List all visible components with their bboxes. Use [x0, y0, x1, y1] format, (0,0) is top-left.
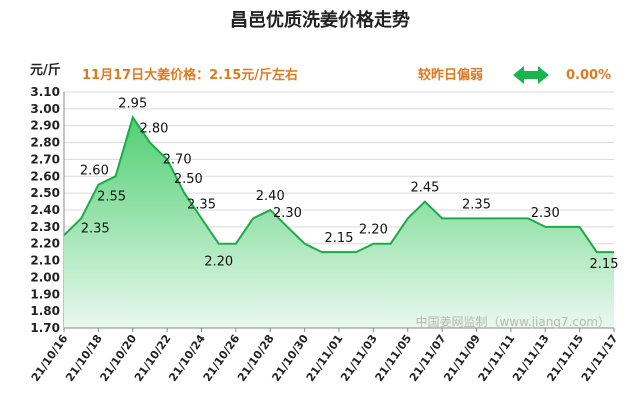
x-tick-labels: 21/10/1621/10/1821/10/2021/10/2221/10/24…	[29, 328, 620, 384]
data-label: 2.30	[273, 206, 302, 221]
y-tick-label: 1.70	[30, 321, 60, 335]
compare-label: 较昨日偏弱	[418, 67, 483, 83]
y-tick-labels: 1.70 1.80 1.90 2.00 2.10 2.20 2.30 2.40 2.50 2.60…	[30, 85, 60, 335]
data-label: 2.20	[204, 255, 233, 270]
price-line	[63, 114, 614, 254]
data-label: 2.35	[81, 221, 110, 236]
data-label: 2.70	[163, 152, 192, 167]
data-label: 2.80	[139, 122, 168, 137]
watermark: 中国姜网监制（www.jiang7.com）	[416, 314, 610, 329]
data-label: 2.20	[359, 223, 388, 238]
chart-title: 昌邑优质洗姜价格走势	[230, 9, 410, 31]
data-label: 2.45	[410, 181, 439, 196]
data-label: 2.30	[531, 206, 560, 221]
data-label: 2.15	[590, 257, 619, 272]
data-label: 2.40	[256, 189, 285, 204]
y-tick-label: 2.60	[30, 169, 60, 183]
y-tick-label: 2.30	[30, 220, 60, 234]
y-tick-label: 2.00	[30, 270, 60, 284]
y-tick-label: 2.50	[30, 186, 60, 200]
data-label: 2.60	[80, 164, 109, 179]
y-tick-label: 2.40	[30, 203, 60, 217]
y-tick-label: 2.80	[30, 136, 60, 150]
y-tick-label: 2.10	[30, 254, 60, 268]
y-tick-label: 1.90	[30, 287, 60, 301]
data-label: 2.50	[174, 172, 203, 187]
change-percent: 0.00%	[566, 68, 611, 83]
data-labels: 2.35 2.60 2.55 2.95 2.80 2.70 2.50 2.35 2.20 2.40…	[80, 96, 619, 272]
data-label: 2.55	[97, 189, 126, 204]
y-tick-label: 1.80	[30, 304, 60, 318]
y-tick-label: 3.00	[30, 102, 60, 116]
data-label: 2.35	[187, 197, 216, 212]
y-tick-label: 2.20	[30, 237, 60, 251]
data-label: 2.15	[325, 231, 354, 246]
y-tick-label: 2.90	[30, 119, 60, 133]
price-area	[64, 117, 614, 328]
y-tick-label: 3.10	[30, 85, 60, 99]
data-label: 2.95	[118, 96, 147, 111]
data-label: 2.35	[462, 197, 491, 212]
y-axis-unit: 元/斤	[30, 62, 61, 78]
double-arrow-icon	[513, 66, 549, 84]
y-tick-label: 2.70	[30, 152, 60, 166]
price-note: 11月17日大姜价格：2.15元/斤左右	[82, 67, 298, 83]
